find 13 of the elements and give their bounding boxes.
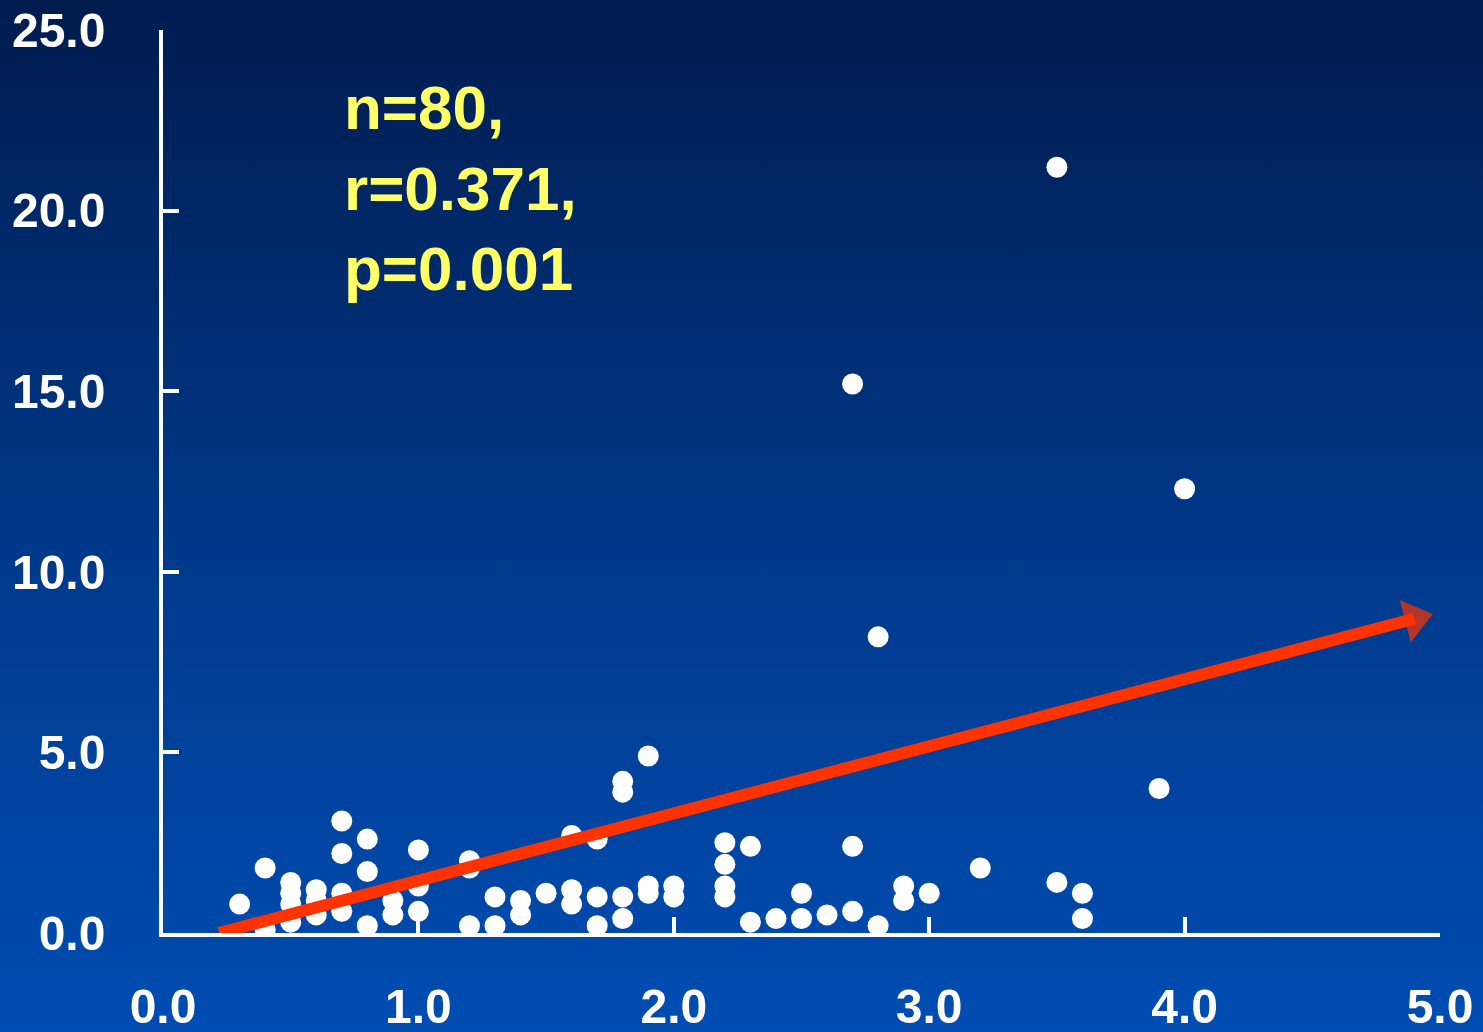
y-tick-label: 10.0 (11, 545, 106, 599)
x-tick-label: 4.0 (1151, 979, 1218, 1032)
annotation: n=80, r=0.371, p=0.001 (344, 73, 577, 304)
y-tick-label: 15.0 (11, 365, 106, 418)
y-tick-label: 20.0 (11, 184, 106, 238)
x-tick-label: 1.0 (385, 979, 452, 1032)
x-tick-label: 2.0 (640, 979, 708, 1032)
x-tick-label: 5.0 (1406, 979, 1474, 1032)
x-tick-label: 0.0 (129, 979, 197, 1032)
y-tick-label: 25.0 (11, 3, 106, 57)
y-tick-label: 0.0 (38, 906, 106, 960)
y-tick-label: 5.0 (38, 726, 106, 780)
x-tick-label: 3.0 (895, 979, 963, 1032)
